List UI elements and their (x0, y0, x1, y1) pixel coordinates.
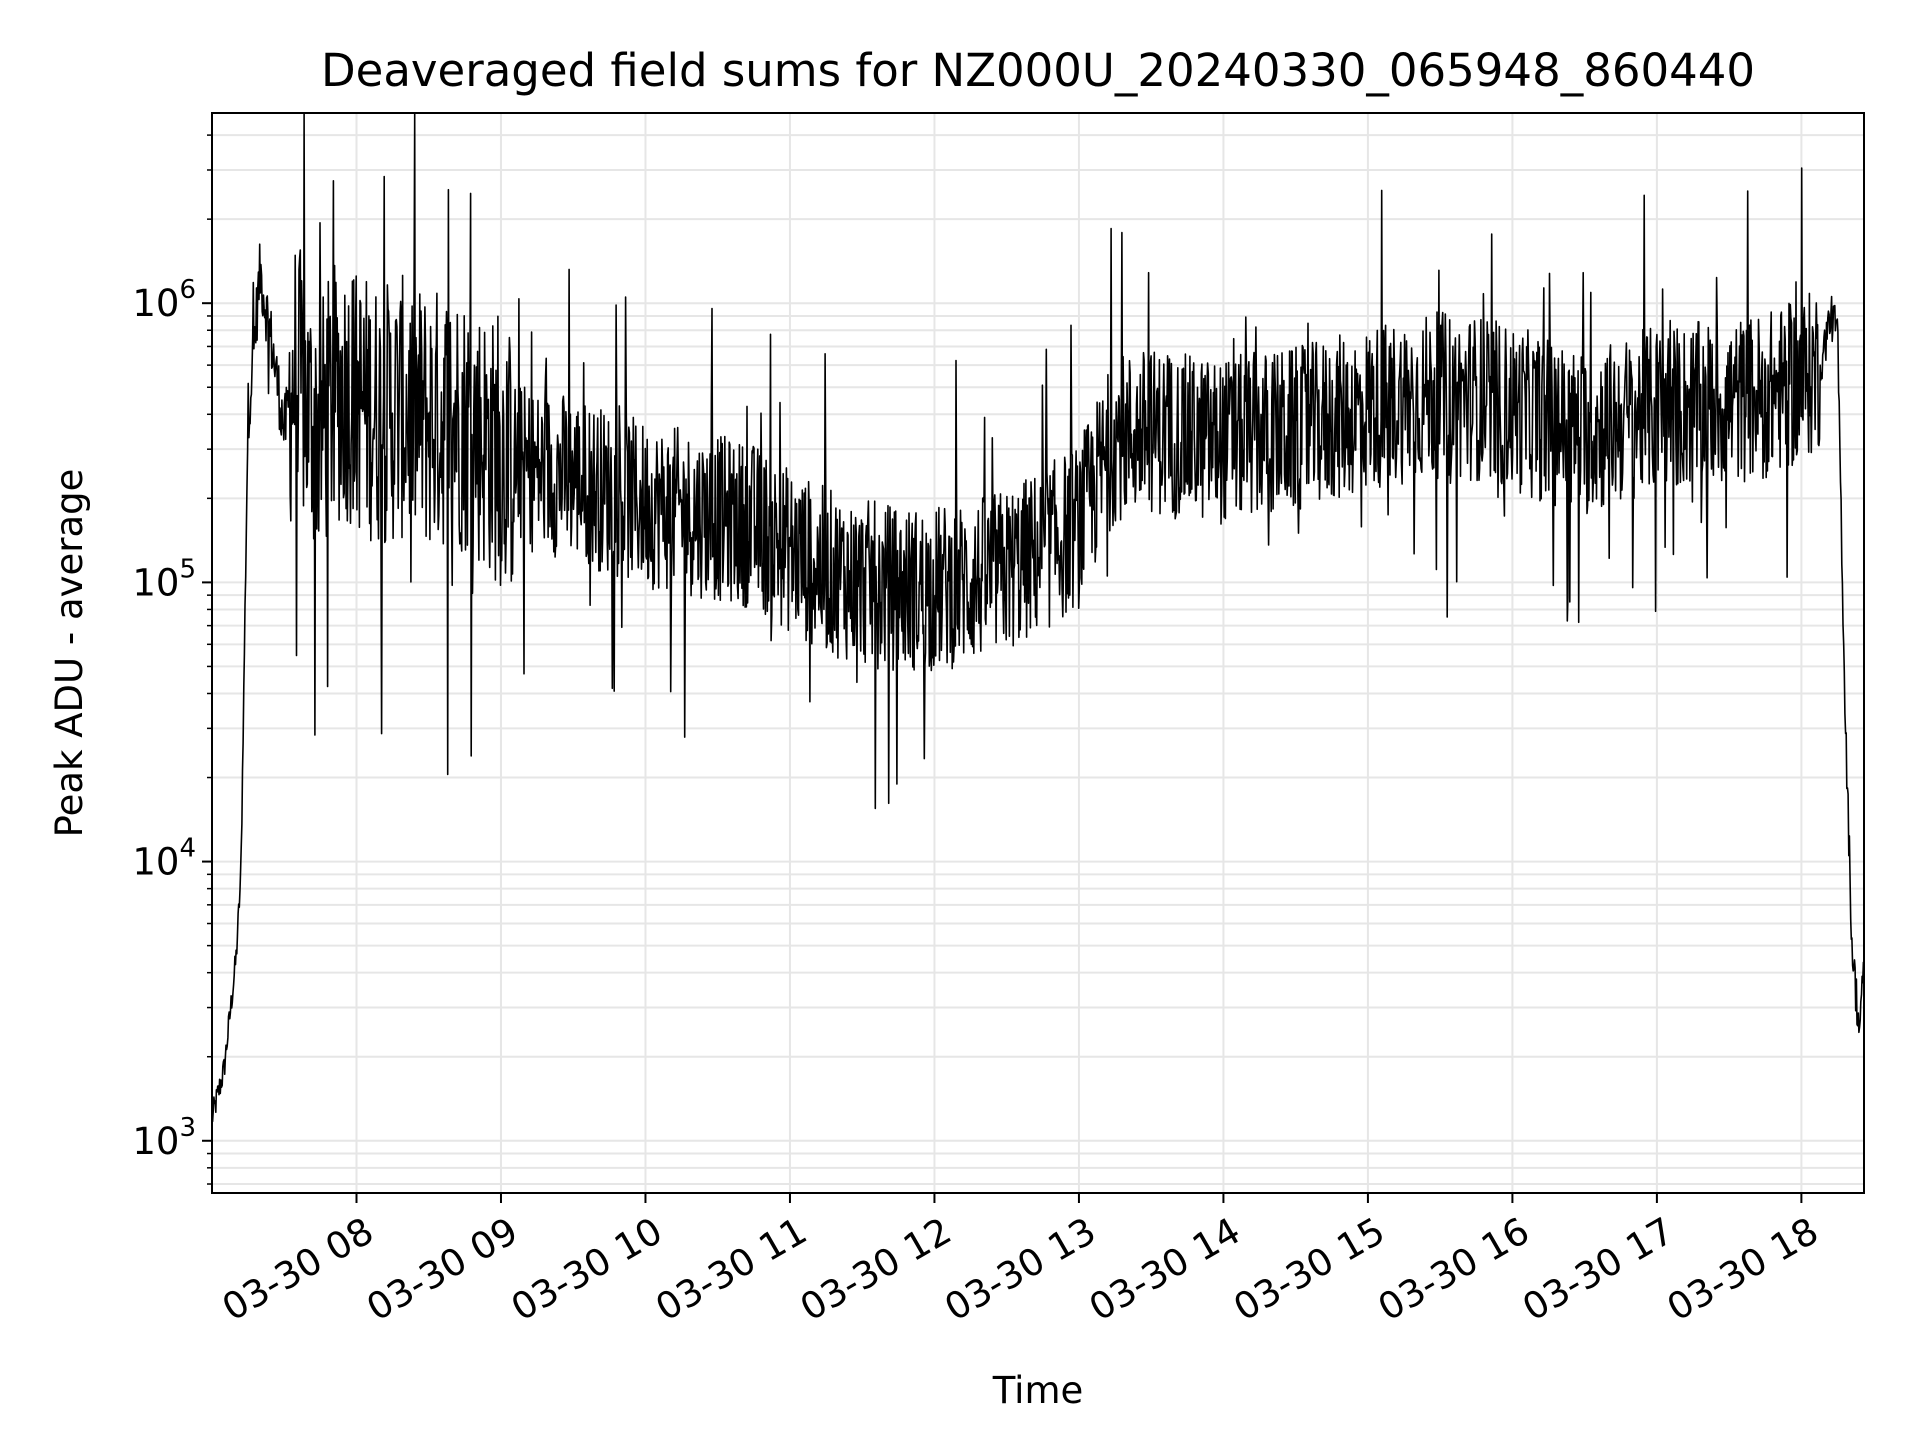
y-tick-label: 105 (132, 554, 196, 604)
y-tick-base: 10 (132, 1120, 179, 1163)
y-tick-exponent: 6 (179, 275, 196, 305)
y-tick-exponent: 3 (179, 1113, 196, 1143)
chart-title: Deaveraged field sums for NZ000U_2024033… (321, 44, 1755, 97)
grid-lines (212, 113, 1864, 1193)
y-tick-base: 10 (132, 841, 179, 884)
y-tick-base: 10 (132, 282, 179, 325)
x-axis-label: Time (992, 1369, 1084, 1412)
y-tick-exponent: 4 (179, 834, 196, 864)
y-tick-label: 104 (132, 834, 196, 884)
y-tick-exponent: 5 (179, 554, 196, 584)
y-tick-base: 10 (132, 561, 179, 604)
series-line (211, 112, 1865, 1123)
y-tick-label: 103 (132, 1113, 196, 1163)
plot-frame (211, 112, 1865, 1194)
y-tick-label: 106 (132, 275, 196, 325)
y-axis-label: Peak ADU - average (48, 469, 91, 838)
